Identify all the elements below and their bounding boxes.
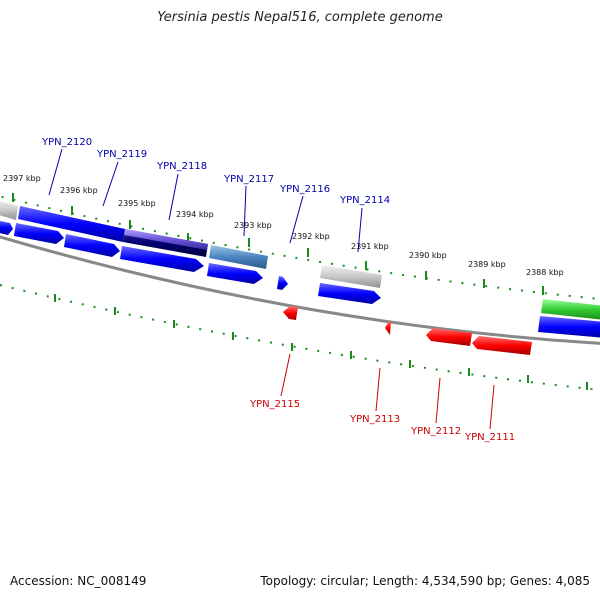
gene-label-fwd[interactable]: YPN_2120 <box>41 137 92 148</box>
kbp-label: 2396 kbp <box>60 186 98 195</box>
gene-label-fwd[interactable]: YPN_2118 <box>156 161 207 172</box>
gene-arrow-fwd <box>120 246 204 272</box>
gene-arrow-fwd <box>207 263 263 284</box>
kbp-label: 2389 kbp <box>468 260 506 269</box>
gene-arrow-fwd <box>64 234 120 257</box>
gene-label-fwd[interactable]: YPN_2117 <box>223 174 274 185</box>
kbp-label: 2395 kbp <box>118 199 156 208</box>
gene-arrow-fwd <box>14 223 64 244</box>
genome-summary-text: Topology: circular; Length: 4,534,590 bp… <box>260 574 590 588</box>
kbp-label: 2393 kbp <box>234 221 272 230</box>
gene-label-rev[interactable]: YPN_2115 <box>249 399 300 410</box>
kbp-label: 2391 kbp <box>351 242 389 251</box>
feature-grey-mid <box>320 265 382 288</box>
kbp-label: 2390 kbp <box>409 251 447 260</box>
gene-label-fwd[interactable]: YPN_2114 <box>339 195 390 206</box>
kbp-label: 2394 kbp <box>176 210 214 219</box>
reverse-label-leaders <box>280 353 495 430</box>
gene-arrow-rev <box>283 306 298 320</box>
kbp-labels: 2397 kbp 2396 kbp 2395 kbp 2394 kbp 2393… <box>3 174 564 277</box>
gene-label-rev[interactable]: YPN_2112 <box>410 426 461 437</box>
accession-text: Accession: NC_008149 <box>10 574 147 588</box>
gene-arrow-fwd <box>0 221 13 235</box>
forward-label-leaders <box>48 148 363 253</box>
kbp-label: 2388 kbp <box>526 268 564 277</box>
forward-gene-labels: YPN_2120 YPN_2119 YPN_2118 YPN_2117 YPN_… <box>41 137 390 206</box>
forward-gene-arrows <box>0 221 600 338</box>
gene-label-fwd[interactable]: YPN_2116 <box>279 184 330 195</box>
kbp-label: 2397 kbp <box>3 174 41 183</box>
feature-purple-band <box>124 229 208 250</box>
gene-arrow-fwd <box>538 316 600 338</box>
feature-green-right <box>541 299 600 320</box>
gene-arrow-rev <box>472 336 532 355</box>
outer-features <box>0 201 600 320</box>
gene-label-rev[interactable]: YPN_2111 <box>464 432 515 443</box>
feature-steel-band <box>209 245 268 269</box>
genome-title: Yersinia pestis Nepal516, complete genom… <box>157 10 443 25</box>
feature-blue-band <box>18 206 125 242</box>
reverse-gene-labels: YPN_2115 YPN_2113 YPN_2112 YPN_2111 <box>249 399 515 443</box>
gene-label-rev[interactable]: YPN_2113 <box>349 414 400 425</box>
gene-arrow-rev <box>426 328 472 346</box>
gene-label-fwd[interactable]: YPN_2119 <box>96 149 147 160</box>
feature-grey-left <box>0 201 18 220</box>
lower-ticks <box>54 294 588 390</box>
upper-scale-line <box>0 195 600 301</box>
reverse-gene-arrows <box>283 306 532 355</box>
kbp-label: 2392 kbp <box>292 232 330 241</box>
gene-arrow-fwd <box>318 283 381 304</box>
gene-arrow-rev <box>385 321 391 335</box>
genome-backbone <box>0 235 600 345</box>
upper-ticks <box>12 193 544 295</box>
gene-arrow-fwd <box>277 276 288 290</box>
